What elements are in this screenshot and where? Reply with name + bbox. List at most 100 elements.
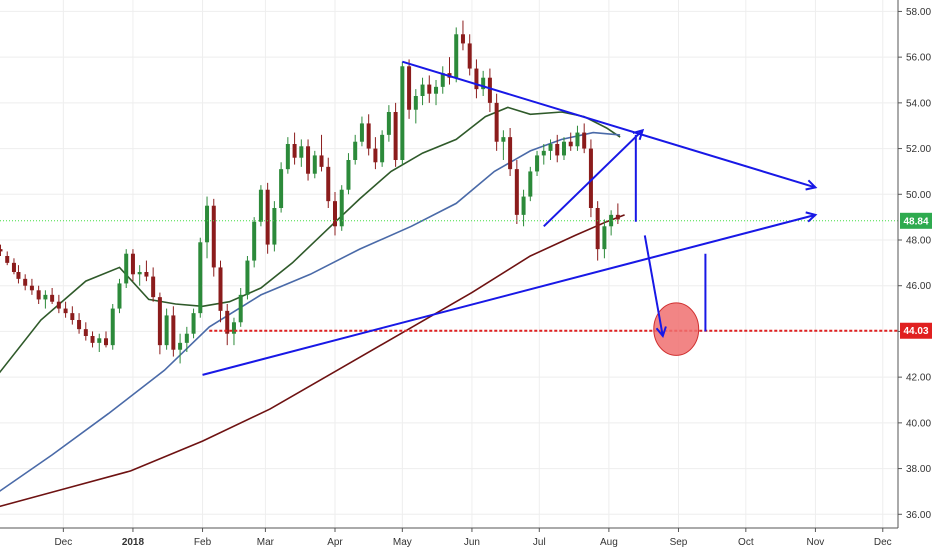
candle xyxy=(521,189,526,227)
target-circle[interactable] xyxy=(653,302,700,356)
candle xyxy=(191,308,196,339)
candle-body xyxy=(420,84,425,96)
y-tick-label: 46.00 xyxy=(906,281,931,292)
price-tag: 44.03 xyxy=(900,322,932,339)
candle-body xyxy=(184,333,189,343)
candle xyxy=(171,306,176,357)
candles xyxy=(0,20,620,364)
arrow-head-icon xyxy=(655,326,667,339)
projection-arrow[interactable] xyxy=(643,235,667,339)
candle-body xyxy=(252,221,257,261)
candle-body xyxy=(440,73,445,87)
candle xyxy=(434,80,439,106)
candle xyxy=(29,278,34,295)
candle-body xyxy=(56,301,61,309)
candle-body xyxy=(339,189,344,227)
candle-body xyxy=(312,155,317,174)
y-tick-label: 50.00 xyxy=(906,190,931,201)
candle-body xyxy=(211,205,216,268)
lower-trendline[interactable] xyxy=(202,211,818,376)
candle xyxy=(339,185,344,231)
candle-body xyxy=(245,260,250,295)
candle xyxy=(124,249,129,288)
candle xyxy=(117,278,122,314)
candle xyxy=(487,68,492,112)
candle-body xyxy=(117,283,122,309)
candle xyxy=(427,75,432,103)
price-tag-label: 48.84 xyxy=(903,216,928,227)
candle-body xyxy=(43,294,48,300)
candle-body xyxy=(609,214,614,227)
candle xyxy=(178,333,183,364)
price-tag-label: 44.03 xyxy=(903,326,928,337)
candle-body xyxy=(467,43,472,69)
flag-upper-arrow[interactable] xyxy=(543,128,645,228)
candle xyxy=(292,132,297,165)
candle-body xyxy=(198,242,203,314)
candle-body xyxy=(63,308,68,314)
candle xyxy=(609,210,614,236)
candle-body xyxy=(157,297,162,346)
y-tick-label: 42.00 xyxy=(906,373,931,384)
candle xyxy=(454,27,459,83)
candle xyxy=(211,198,216,277)
candle-body xyxy=(434,86,439,94)
candle xyxy=(514,160,519,224)
candle-body xyxy=(487,77,492,103)
candle-body xyxy=(346,160,351,190)
candle-body xyxy=(561,141,566,156)
price-tag-bg xyxy=(900,212,932,229)
y-tick-label: 52.00 xyxy=(906,144,931,155)
candle-body xyxy=(400,66,405,160)
candle-body xyxy=(83,329,88,336)
candle-body xyxy=(548,144,553,151)
candle xyxy=(440,66,445,94)
candle-body xyxy=(555,144,560,156)
candle-body xyxy=(454,34,459,78)
candle xyxy=(561,137,566,160)
y-tick-label: 56.00 xyxy=(906,53,931,64)
candle xyxy=(508,128,513,176)
candle-body xyxy=(393,112,398,160)
candle xyxy=(568,132,573,151)
candle xyxy=(467,34,472,76)
candle-body xyxy=(97,338,102,343)
candle xyxy=(218,260,223,323)
candle-body xyxy=(501,137,506,142)
candle xyxy=(130,249,135,282)
candle xyxy=(43,290,48,309)
candle xyxy=(299,139,304,167)
candle-body xyxy=(353,141,358,160)
candle-body xyxy=(285,144,290,170)
candle-body xyxy=(130,253,135,275)
x-tick-label: Apr xyxy=(327,537,343,548)
candle-body xyxy=(615,214,620,220)
candle-body xyxy=(144,272,149,277)
upper-trendline[interactable] xyxy=(402,60,818,191)
x-tick-label: Sep xyxy=(670,537,688,548)
y-tick-label: 36.00 xyxy=(906,510,931,521)
candle xyxy=(393,102,398,167)
moving-averages xyxy=(0,106,625,508)
candle xyxy=(359,116,364,147)
candle-body xyxy=(11,262,16,272)
x-tick-label: Nov xyxy=(807,537,825,548)
candle-body xyxy=(104,338,109,346)
candle-body xyxy=(70,313,75,320)
candle xyxy=(50,288,55,304)
candle xyxy=(386,105,391,142)
candle-body xyxy=(595,208,600,250)
candle xyxy=(238,288,243,327)
candle xyxy=(225,304,230,346)
candle xyxy=(501,130,506,160)
candle-body xyxy=(319,155,324,167)
candle xyxy=(420,77,425,106)
candle xyxy=(77,313,82,334)
candle xyxy=(245,256,250,300)
drawings[interactable] xyxy=(202,60,818,376)
candle xyxy=(366,114,371,156)
candle xyxy=(332,192,337,236)
candle-body xyxy=(137,272,142,275)
